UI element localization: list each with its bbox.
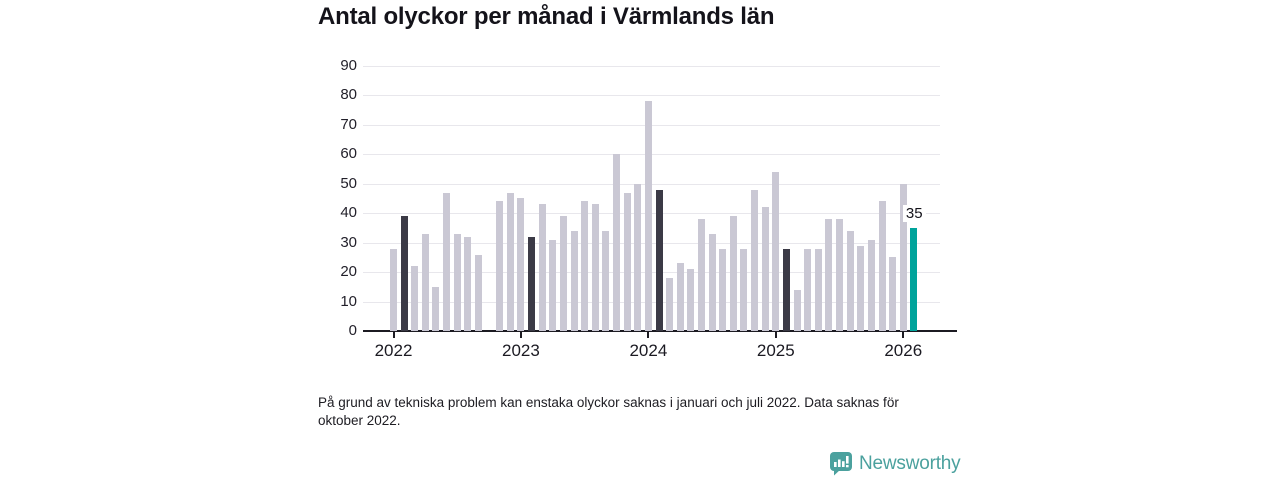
- gridline-80: [363, 95, 940, 96]
- bar-2025-04: [804, 248, 812, 331]
- x-tick-2026: [902, 332, 905, 338]
- bar-2025-01: [772, 171, 780, 331]
- bar-2022-08: [464, 236, 472, 331]
- bar-2023-11: [623, 192, 631, 331]
- gridline-90: [363, 65, 940, 67]
- footnote-line-2: oktober 2022.: [318, 413, 401, 428]
- x-axis-label-2026: 2026: [884, 341, 923, 360]
- newsworthy-bubble-chart-icon: [830, 452, 852, 476]
- y-axis-label-70: 70: [340, 115, 357, 133]
- footnote: På grund av tekniska problem kan enstaka…: [318, 394, 899, 430]
- bar-2025-08: [846, 230, 854, 331]
- bar-2024-01: [644, 101, 652, 331]
- bar-2024-10: [740, 248, 748, 331]
- bar-2022-09: [474, 254, 482, 331]
- bar-2026-01: [899, 183, 907, 331]
- bar-2022-07: [453, 233, 461, 331]
- x-axis-label-2025: 2025: [756, 341, 795, 360]
- x-axis-line: [363, 330, 957, 332]
- y-axis-label-50: 50: [340, 174, 357, 192]
- bar-2023-03: [538, 204, 546, 331]
- y-axis-label-40: 40: [340, 204, 357, 221]
- bar-2023-04: [549, 239, 557, 331]
- bar-2024-03: [666, 278, 674, 331]
- bar-2023-10: [613, 154, 621, 331]
- bar-2022-03: [411, 266, 419, 331]
- x-axis-label-2023: 2023: [502, 341, 540, 360]
- newsworthy-logo-text: Newsworthy: [859, 453, 961, 474]
- bar-2025-11: [878, 201, 886, 331]
- bar-2025-07: [836, 219, 844, 331]
- bar-2025-10: [867, 239, 875, 331]
- bar-2024-11: [751, 189, 759, 331]
- bar-2024-06: [697, 219, 705, 331]
- bar-2023-08: [591, 204, 599, 331]
- footnote-line-1: På grund av tekniska problem kan enstaka…: [318, 395, 899, 410]
- x-tick-2024: [647, 332, 650, 338]
- bar-2023-09: [602, 230, 610, 331]
- x-tick-2025: [774, 332, 777, 338]
- bar-2026-02: [910, 227, 918, 331]
- bar-2024-12: [761, 207, 769, 331]
- bar-2024-02: [655, 189, 663, 331]
- y-axis-label-30: 30: [340, 233, 357, 251]
- bar-2025-09: [857, 245, 865, 331]
- x-axis-label-2022: 2022: [374, 341, 413, 360]
- bar-2025-12: [889, 257, 897, 331]
- x-axis-label-2024: 2024: [629, 341, 668, 360]
- y-axis-label-20: 20: [340, 263, 357, 280]
- bar-2025-06: [825, 219, 833, 331]
- bar-2024-05: [687, 269, 695, 331]
- bar-2022-11: [496, 201, 504, 331]
- bar-2022-04: [421, 233, 429, 331]
- y-axis-label-90: 90: [340, 56, 357, 74]
- bar-2024-04: [676, 263, 684, 331]
- bar-2022-05: [432, 286, 440, 331]
- bar-2023-02: [528, 236, 536, 331]
- y-axis-label-60: 60: [340, 145, 357, 162]
- y-axis-label-0: 0: [348, 322, 357, 339]
- bar-2024-07: [708, 233, 716, 331]
- y-axis-label-10: 10: [340, 292, 357, 310]
- bar-2025-05: [814, 248, 822, 331]
- bar-2024-08: [719, 248, 727, 331]
- bar-2023-05: [559, 216, 567, 331]
- x-tick-2023: [519, 332, 522, 338]
- y-axis-label-80: 80: [340, 86, 357, 103]
- current-value-label: 35: [902, 204, 926, 222]
- bar-2023-12: [634, 183, 642, 331]
- bar-2023-06: [570, 230, 578, 331]
- bar-2022-01: [390, 248, 397, 331]
- bar-2023-07: [581, 201, 589, 331]
- bar-2023-01: [517, 198, 525, 331]
- bar-2022-12: [506, 192, 514, 331]
- bar-2025-03: [793, 289, 801, 331]
- bar-2022-02: [400, 216, 408, 331]
- bar-2022-06: [443, 192, 451, 331]
- bar-2025-02: [782, 248, 790, 331]
- newsworthy-logo: Newsworthy: [830, 452, 961, 476]
- chart-title: Antal olyckor per månad i Värmlands län: [318, 3, 775, 30]
- x-tick-2022: [392, 332, 395, 338]
- bar-2024-09: [729, 216, 737, 331]
